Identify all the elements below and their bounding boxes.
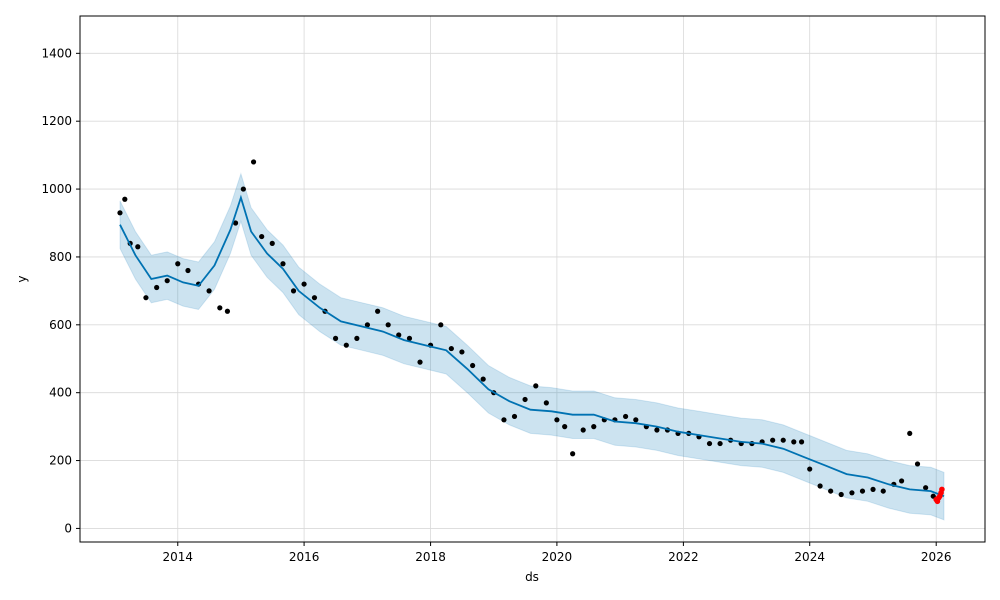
- observed-point: [117, 210, 123, 216]
- observed-point: [591, 424, 597, 430]
- recent-points: [933, 486, 945, 505]
- observed-point: [396, 332, 402, 338]
- x-axis: 2014 2016 2018 2020 2022 2024 2026: [162, 542, 951, 564]
- observed-point: [354, 335, 360, 341]
- observed-point: [838, 491, 844, 498]
- forecast-line-path: [119, 194, 945, 498]
- observed-point: [459, 349, 465, 355]
- observed-point: [385, 322, 391, 328]
- observed-point: [480, 376, 486, 382]
- observed-point: [543, 400, 549, 406]
- observed-point: [501, 417, 507, 423]
- observed-point: [780, 437, 786, 443]
- observed-point: [470, 362, 476, 369]
- x-tick-label: 2018: [415, 550, 446, 564]
- observed-point: [250, 159, 257, 165]
- observed-point: [364, 322, 371, 328]
- y-tick-label: 400: [49, 386, 72, 400]
- observed-point: [706, 440, 713, 447]
- observed-point: [817, 483, 823, 489]
- observed-point: [770, 437, 776, 443]
- observed-point: [406, 335, 413, 341]
- x-tick-label: 2022: [668, 550, 699, 564]
- observed-point: [259, 233, 265, 240]
- observed-point: [849, 490, 855, 496]
- observed-point: [898, 478, 905, 484]
- x-tick-label: 2024: [794, 550, 825, 564]
- observed-point: [438, 322, 444, 328]
- observed-point: [791, 439, 797, 445]
- observed-point: [562, 424, 568, 430]
- observed-point: [798, 439, 805, 445]
- observed-point: [522, 396, 528, 403]
- observed-point: [143, 295, 149, 301]
- observed-point: [717, 440, 723, 447]
- observed-point: [217, 305, 223, 311]
- observed-point: [570, 451, 576, 457]
- observed-point: [554, 417, 560, 423]
- y-tick-label: 1000: [41, 182, 72, 196]
- observed-point: [301, 281, 307, 287]
- y-tick-label: 200: [49, 454, 72, 468]
- observed-point: [185, 267, 191, 274]
- y-tick-label: 1200: [41, 114, 72, 128]
- observed-point: [135, 244, 141, 250]
- x-tick-label: 2016: [289, 550, 320, 564]
- observed-point: [880, 488, 886, 494]
- observed-point: [417, 359, 423, 365]
- observed-point: [533, 383, 539, 389]
- observed-point: [122, 196, 128, 202]
- grid: [80, 16, 985, 542]
- uncertainty-band-area: [119, 172, 945, 521]
- observed-point: [807, 466, 813, 472]
- observed-point: [633, 417, 639, 423]
- x-axis-label: ds: [525, 570, 539, 584]
- y-axis: 0 200 400 600 800 1000 1200 1400: [41, 46, 80, 535]
- observed-point: [240, 186, 246, 192]
- recent-point: [939, 486, 945, 493]
- observed-point: [448, 345, 454, 352]
- observed-point: [622, 413, 629, 420]
- y-axis-label: y: [15, 275, 29, 282]
- forecast-line: [119, 194, 945, 498]
- observed-point: [859, 488, 866, 494]
- observed-point: [206, 288, 212, 294]
- observed-point: [511, 413, 518, 420]
- observed-point: [828, 488, 834, 494]
- observed-point: [914, 461, 921, 467]
- observed-point: [870, 486, 876, 492]
- observed-point: [164, 278, 170, 284]
- x-tick-label: 2014: [162, 550, 193, 564]
- observed-point: [654, 427, 660, 433]
- observed-point: [332, 335, 339, 341]
- observed-point: [232, 220, 239, 226]
- observed-point: [175, 261, 181, 267]
- observed-point: [224, 308, 231, 314]
- observed-point: [375, 308, 381, 314]
- observed-point: [290, 288, 297, 294]
- x-tick-label: 2020: [542, 550, 573, 564]
- observed-point: [269, 240, 275, 246]
- observed-point: [580, 427, 586, 433]
- plot-frame: [79, 15, 986, 543]
- observed-point: [280, 261, 286, 267]
- observed-point: [343, 342, 349, 348]
- y-tick-label: 800: [49, 250, 72, 264]
- observed-point: [154, 284, 160, 291]
- x-tick-label: 2026: [921, 550, 952, 564]
- y-tick-label: 1400: [41, 46, 72, 60]
- observed-point: [311, 295, 318, 301]
- y-tick-label: 0: [64, 521, 72, 535]
- uncertainty-band: [119, 172, 945, 521]
- plot-background: [80, 16, 985, 542]
- y-tick-label: 600: [49, 318, 72, 332]
- observed-point: [907, 430, 913, 437]
- observed-point: [923, 485, 929, 491]
